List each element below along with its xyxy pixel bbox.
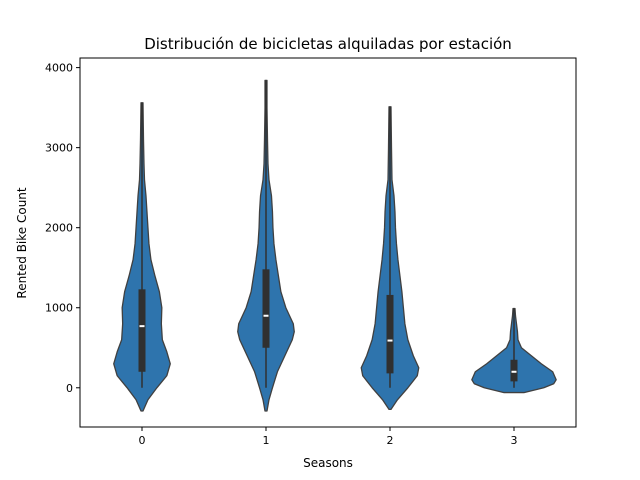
plot-frame <box>79 57 577 428</box>
chart-title: Distribución de bicicletas alquiladas po… <box>144 35 512 53</box>
violin-box-2 <box>386 294 394 374</box>
x-tick-label-2: 2 <box>387 434 394 447</box>
violin-box-3 <box>510 359 518 382</box>
y-tick-label-4000: 4000 <box>45 62 73 75</box>
y-axis: 0 1000 2000 3000 4000 <box>45 62 80 395</box>
y-tick-label-0: 0 <box>66 382 73 395</box>
violins-group <box>113 79 557 412</box>
y-tick-label-1000: 1000 <box>45 302 73 315</box>
violin-box-1 <box>262 269 270 348</box>
x-axis: 0 1 2 3 <box>139 427 518 447</box>
x-axis-label: Seasons <box>303 456 353 470</box>
x-tick-label-1: 1 <box>263 434 270 447</box>
y-axis-label: Rented Bike Count <box>15 187 29 299</box>
x-tick-label-3: 3 <box>511 434 518 447</box>
x-tick-label-0: 0 <box>139 434 146 447</box>
violin-box-0 <box>138 289 146 372</box>
y-tick-label-3000: 3000 <box>45 142 73 155</box>
y-tick-label-2000: 2000 <box>45 222 73 235</box>
